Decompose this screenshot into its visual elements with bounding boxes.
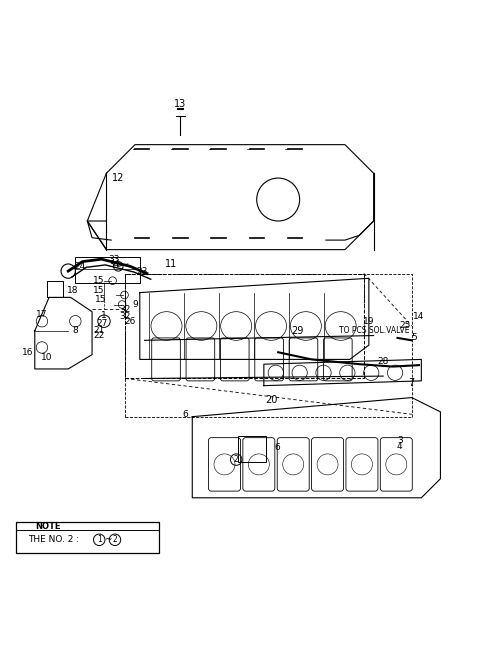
Text: 11: 11 [165, 259, 177, 269]
Text: 8: 8 [72, 326, 78, 335]
Text: 15: 15 [95, 295, 107, 304]
Text: 4: 4 [397, 442, 403, 451]
Text: 15: 15 [93, 286, 104, 295]
Text: 20: 20 [265, 395, 277, 405]
Text: 14: 14 [413, 312, 425, 321]
Text: 12: 12 [112, 173, 124, 183]
Text: 6: 6 [182, 410, 188, 419]
Text: 25: 25 [399, 321, 410, 331]
Text: 17: 17 [36, 310, 48, 319]
Text: 34: 34 [108, 260, 119, 269]
Text: 27: 27 [96, 319, 108, 328]
Text: THE NO. 2 :: THE NO. 2 : [28, 535, 82, 544]
Circle shape [114, 261, 123, 271]
Text: 18: 18 [67, 286, 79, 295]
Text: 26: 26 [124, 317, 136, 326]
Text: 22: 22 [94, 331, 105, 340]
Text: 15: 15 [93, 276, 104, 285]
Text: 10: 10 [41, 353, 52, 361]
Text: 24: 24 [74, 262, 86, 271]
Text: 9: 9 [132, 300, 138, 309]
Text: 28: 28 [377, 357, 389, 366]
Text: 19: 19 [363, 317, 374, 326]
Text: 32: 32 [120, 312, 131, 321]
Text: 23: 23 [136, 267, 148, 276]
Text: 6: 6 [275, 443, 280, 452]
Text: 21: 21 [94, 326, 105, 335]
Text: 3: 3 [397, 436, 403, 445]
Text: ~: ~ [104, 535, 111, 544]
Text: 33: 33 [108, 255, 120, 264]
Text: NOTE: NOTE [35, 522, 60, 531]
Text: 1: 1 [97, 535, 102, 544]
Text: 5: 5 [411, 333, 417, 342]
Text: 2: 2 [113, 535, 117, 544]
Text: 13: 13 [174, 99, 186, 109]
Text: 1: 1 [101, 311, 107, 320]
Text: 7: 7 [408, 378, 415, 389]
Text: 2: 2 [234, 455, 239, 464]
Text: 16: 16 [23, 348, 34, 357]
Text: 32: 32 [120, 304, 131, 314]
Text: 29: 29 [291, 326, 303, 336]
Text: TO PCS SOL.VALVE: TO PCS SOL.VALVE [339, 326, 409, 335]
